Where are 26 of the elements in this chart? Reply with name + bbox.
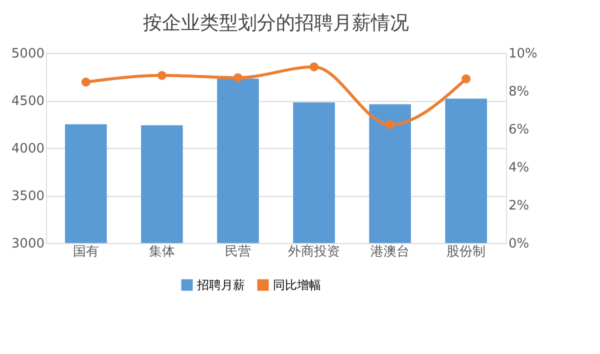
point — [81, 78, 90, 87]
x-tick-label: 股份制 — [446, 244, 486, 260]
y2-tick-label: 2% — [508, 198, 530, 214]
x-tick-label: 国有 — [72, 244, 99, 260]
y2-tick-label: 10% — [508, 46, 538, 62]
point — [234, 73, 242, 82]
point — [386, 120, 395, 130]
legend-label: 同比增幅 — [273, 278, 321, 292]
x-tick-label: 外商投资 — [288, 244, 340, 260]
x-tick-label: 港澳台 — [370, 244, 410, 260]
x-tick-label: 民营 — [224, 244, 251, 260]
y-tick-label: 5000 — [11, 46, 44, 62]
chart-title: 按企业类型划分的招聘月薪情况 — [143, 12, 409, 34]
y-tick-label: 3500 — [11, 189, 44, 204]
y-tick-label: 4500 — [11, 94, 44, 109]
point — [462, 74, 471, 84]
legend-label: 招聘月薪 — [196, 278, 245, 292]
x-tick-label: 集体 — [148, 244, 175, 260]
y-tick-label: 4000 — [11, 142, 44, 156]
y-tick-label: 3000 — [11, 236, 44, 252]
y2-tick-label: 8% — [508, 84, 530, 100]
y2-tick-label: 4% — [508, 160, 530, 176]
y2-tick-label: 0% — [508, 236, 530, 252]
point — [310, 62, 318, 72]
y2-tick-label: 6% — [508, 122, 530, 138]
point — [157, 70, 166, 80]
